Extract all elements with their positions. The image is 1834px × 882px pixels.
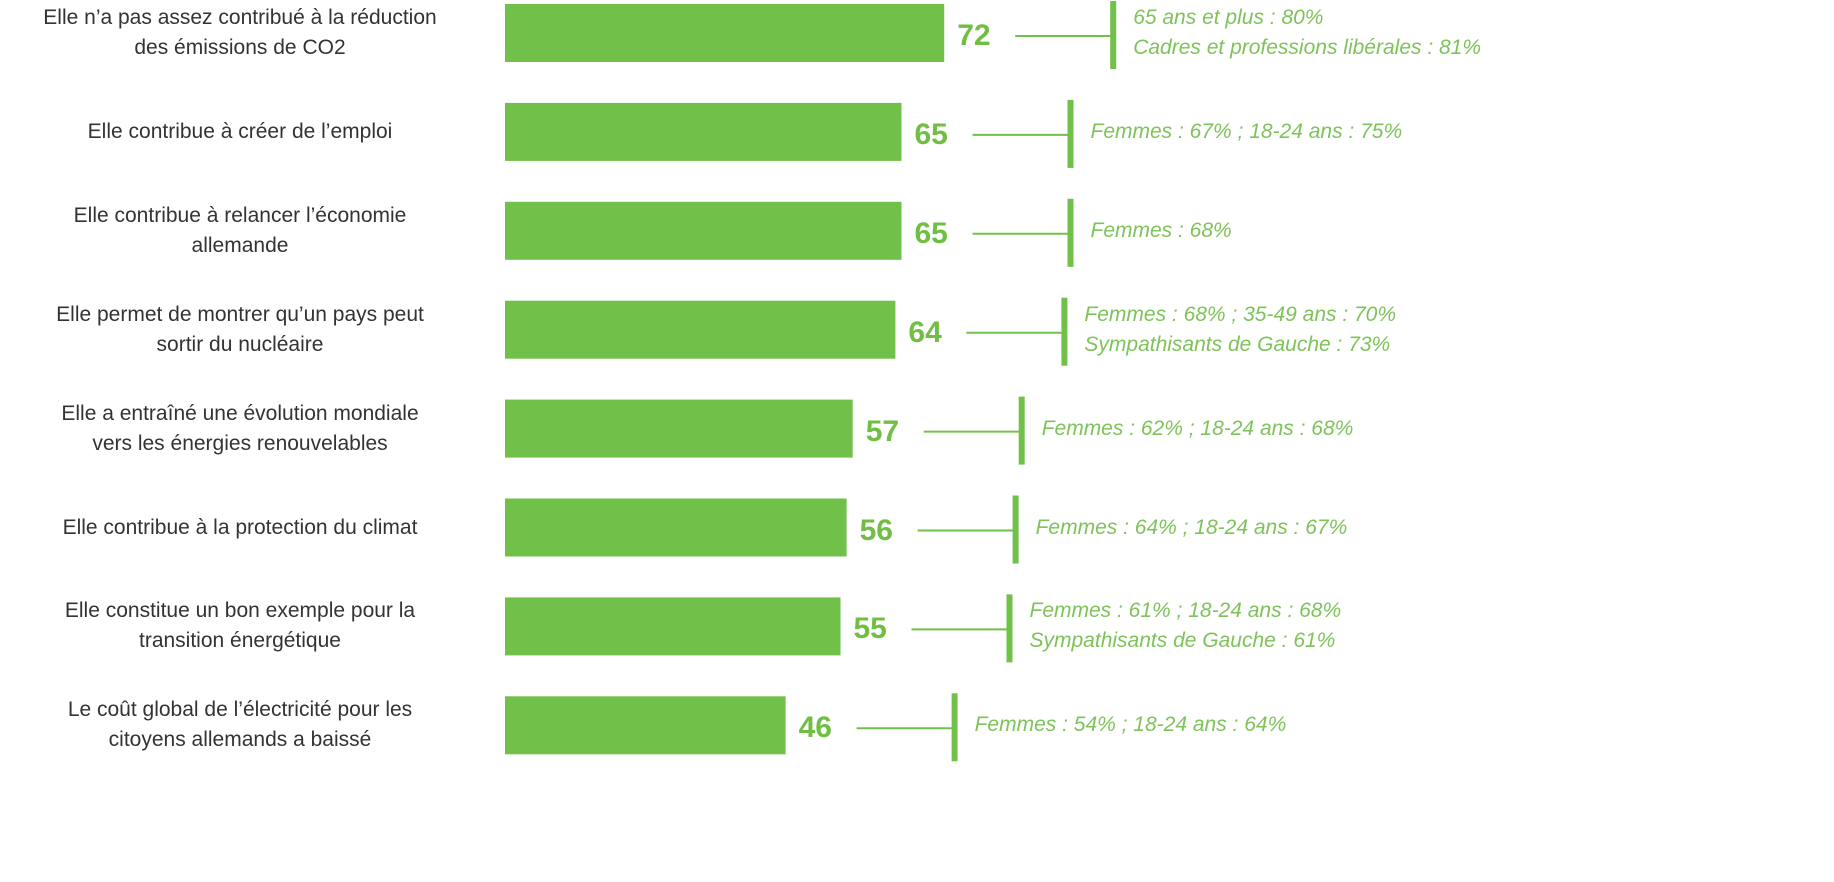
value-label: 65 — [914, 216, 948, 250]
annotation-bracket — [1018, 396, 1025, 465]
annotation-bracket — [1006, 594, 1013, 663]
value-label: 65 — [914, 117, 948, 151]
annotation: 65 ans et plus : 80% Cadres et professio… — [1133, 6, 1482, 59]
category-label: Elle a entraîné une évolution mondiale v… — [61, 401, 419, 455]
annotation: Femmes : 68% — [1090, 218, 1232, 242]
category-label: Elle permet de montrer qu’un pays peut s… — [56, 302, 424, 356]
bar — [505, 498, 847, 557]
bar — [505, 201, 902, 260]
category-label: Elle constitue un bon exemple pour la tr… — [64, 599, 416, 653]
bar — [505, 4, 945, 62]
value-label: 57 — [865, 414, 900, 448]
value-label: 72 — [957, 19, 991, 52]
category-label: Elle contribue à la protection du climat — [62, 515, 418, 539]
bar — [505, 597, 841, 656]
annotation-bracket — [1110, 1, 1117, 69]
value-label: 46 — [798, 711, 832, 745]
annotation: Femmes : 64% ; 18-24 ans : 67% — [1035, 515, 1348, 539]
bar — [505, 399, 853, 458]
category-label: Le coût global de l’électricité pour les… — [67, 698, 413, 752]
category-label: Elle n’a pas assez contribué à la réduct… — [43, 6, 437, 59]
value-label: 55 — [853, 612, 887, 646]
annotation: Femmes : 68% ; 35-49 ans : 70% Sympathis… — [1084, 302, 1397, 356]
annotation: Femmes : 62% ; 18-24 ans : 68% — [1041, 416, 1354, 440]
value-label: 56 — [859, 513, 893, 547]
annotation: Femmes : 54% ; 18-24 ans : 64% — [974, 713, 1287, 737]
annotation-bracket — [1061, 297, 1068, 366]
annotation-bracket — [1012, 495, 1019, 564]
annotation: Femmes : 67% ; 18-24 ans : 75% — [1090, 119, 1403, 143]
annotation-bracket — [1067, 198, 1074, 267]
category-label: Elle contribue à créer de l’emploi — [87, 119, 393, 143]
annotation: Femmes : 61% ; 18-24 ans : 68% Sympathis… — [1029, 599, 1342, 653]
bar — [505, 696, 786, 755]
annotation-bracket — [1067, 99, 1074, 168]
annotation-bracket — [951, 693, 958, 762]
category-label: Elle contribue à relancer l’économie all… — [73, 203, 407, 257]
value-label: 64 — [908, 315, 942, 349]
bar — [505, 300, 896, 359]
bar — [505, 102, 902, 161]
